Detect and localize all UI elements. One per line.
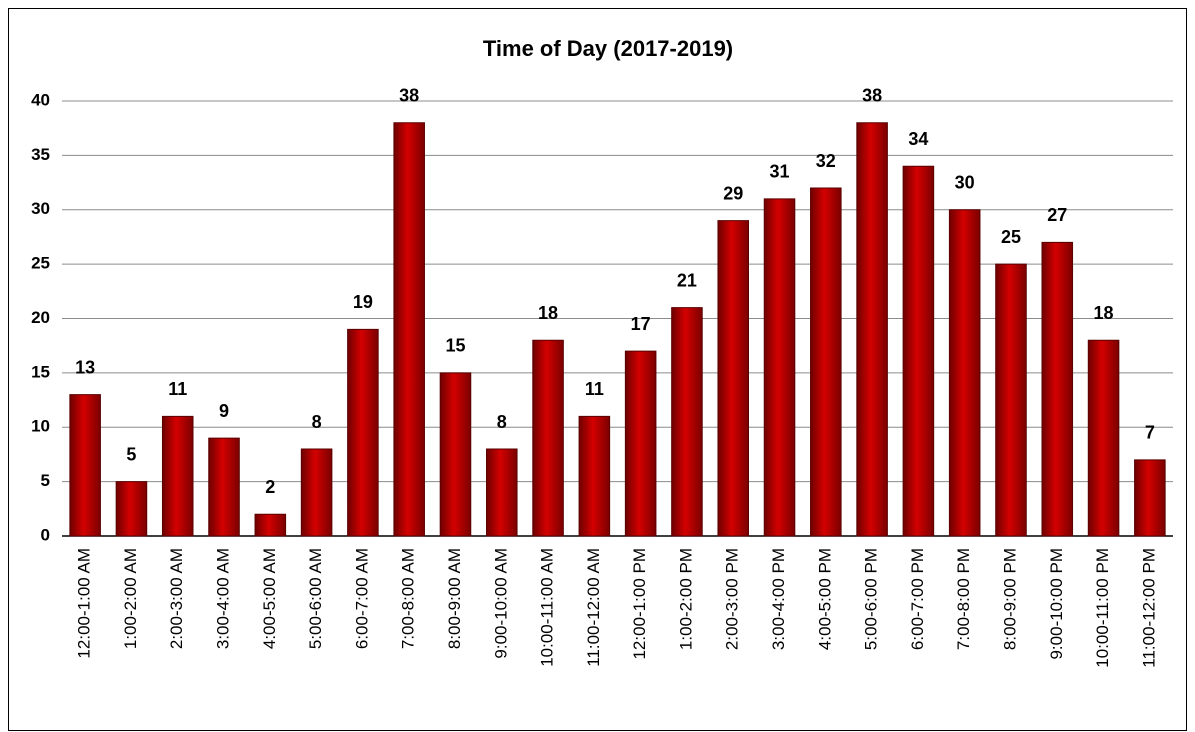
y-tick-label: 20 (31, 308, 50, 327)
x-tick-label: 5:00-6:00 PM (862, 548, 881, 650)
data-label: 21 (677, 270, 697, 290)
x-tick-label: 5:00-6:00 AM (306, 548, 325, 649)
x-tick-label: 7:00-8:00 AM (399, 548, 418, 649)
data-label: 5 (126, 444, 136, 464)
bar (1087, 339, 1120, 537)
bar (161, 415, 194, 537)
bar (532, 339, 564, 537)
x-tick-label: 12:00-1:00 PM (630, 548, 649, 660)
x-tick-label: 7:00-8:00 PM (954, 548, 973, 650)
bar (1134, 459, 1166, 537)
bar (902, 165, 935, 537)
x-tick-label: 6:00-7:00 PM (908, 548, 927, 650)
data-label: 11 (585, 379, 604, 399)
x-tick-label: 10:00-11:00 PM (1093, 548, 1112, 668)
bar (671, 307, 703, 537)
bar (856, 122, 888, 537)
x-tick-label: 9:00-10:00 AM (491, 548, 510, 659)
x-tick-label: 3:00-4:00 AM (214, 548, 233, 649)
bar (763, 198, 796, 537)
x-tick-label: 10:00-11:00 AM (538, 548, 557, 667)
x-tick-label: 2:00-3:00 PM (723, 548, 742, 650)
bar (300, 448, 333, 537)
data-label: 9 (219, 401, 229, 421)
data-label: 38 (399, 86, 419, 106)
data-label: 29 (723, 183, 743, 203)
bar (624, 350, 657, 537)
x-tick-label: 4:00-5:00 AM (260, 548, 279, 649)
data-label: 8 (312, 412, 322, 432)
data-label: 30 (955, 173, 975, 193)
x-tick-label: 1:00-2:00 PM (676, 548, 695, 650)
y-tick-label: 15 (31, 362, 50, 381)
data-label: 8 (497, 412, 507, 432)
bar (1041, 241, 1074, 537)
x-tick-label: 1:00-2:00 AM (121, 548, 140, 649)
data-label: 13 (75, 357, 95, 377)
bar (439, 372, 472, 537)
y-tick-label: 40 (31, 90, 50, 109)
x-tick-label: 12:00-1:00 AM (75, 548, 94, 659)
frame (8, 8, 1187, 731)
data-label: 25 (1001, 227, 1021, 247)
bar (208, 437, 240, 537)
data-label: 31 (770, 162, 790, 182)
data-label: 17 (631, 314, 651, 334)
data-label: 32 (816, 151, 836, 171)
data-label: 27 (1047, 205, 1067, 225)
x-tick-label: 9:00-10:00 PM (1047, 548, 1066, 660)
x-tick-label: 4:00-5:00 PM (815, 548, 834, 650)
y-tick-label: 10 (31, 417, 50, 436)
bar (347, 328, 379, 537)
x-tick-label: 8:00-9:00 AM (445, 548, 464, 649)
x-tick-label: 8:00-9:00 PM (1000, 548, 1019, 650)
data-label: 18 (1094, 303, 1114, 323)
y-tick-label: 35 (31, 145, 50, 164)
data-label: 2 (265, 477, 275, 497)
bar (393, 122, 425, 537)
y-tick-label: 30 (31, 199, 50, 218)
bar (115, 481, 148, 537)
y-tick-label: 5 (41, 471, 50, 490)
x-tick-label: 11:00-12:00 AM (584, 548, 603, 667)
chart-title: Time of Day (2017-2019) (483, 36, 733, 61)
bar (717, 220, 750, 537)
data-label: 34 (908, 129, 928, 149)
bar (948, 209, 981, 537)
data-label: 18 (538, 303, 558, 323)
x-tick-label: 2:00-3:00 AM (167, 548, 186, 649)
data-label: 7 (1145, 423, 1155, 443)
data-label: 15 (445, 336, 465, 356)
bar (578, 415, 611, 537)
x-tick-label: 11:00-12:00 PM (1139, 548, 1158, 668)
bar (254, 513, 287, 537)
data-label: 38 (862, 86, 882, 106)
y-tick-label: 25 (31, 254, 50, 273)
bar (810, 187, 842, 537)
data-label: 19 (353, 292, 373, 312)
bar (995, 263, 1027, 537)
x-tick-label: 6:00-7:00 AM (352, 548, 371, 649)
x-tick-label: 3:00-4:00 PM (769, 548, 788, 650)
bar (69, 394, 101, 537)
bar (485, 448, 518, 537)
y-tick-label: 0 (41, 525, 50, 544)
data-label: 11 (168, 379, 187, 399)
